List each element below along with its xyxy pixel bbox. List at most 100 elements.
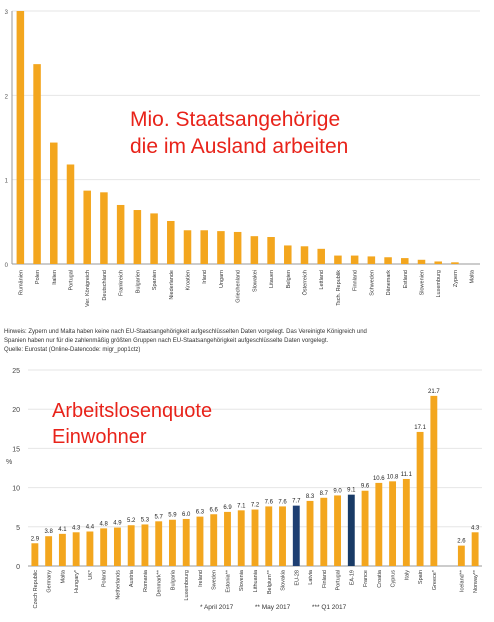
bottom-annotation-line1: Arbeitslosenquote [52,400,213,422]
x-tick-label: Bulgaria [170,569,176,590]
x-tick-label: Ver. Königreich [85,270,91,307]
source-note: Hinweis: Zypern und Malta haben keine na… [4,328,492,355]
x-tick-label: Finland [322,570,328,588]
footnote-april: * April 2017 [200,604,234,611]
data-label: 4.9 [113,521,122,527]
bar [45,536,53,566]
x-tick-label: Romania [143,569,149,592]
x-tick-label: Belgium** [267,569,273,594]
footnote-may: ** May 2017 [254,604,291,611]
data-label: 11.1 [401,472,413,478]
x-tick-label: Rumänien [18,270,24,295]
x-tick-label: Malta [60,569,66,583]
data-label: 7.7 [292,499,301,505]
footnotes: * April 2017 ** May 2017 *** Q1 2017 [200,604,346,611]
footnote-q1: *** Q1 2017 [311,604,347,611]
data-label: 9.1 [347,488,356,494]
x-tick-label: Netherlands [115,570,121,600]
bar [367,256,376,264]
x-tick-label: France [363,570,369,587]
bar [430,395,438,566]
bar [210,514,218,566]
data-label: 21.7 [428,389,440,395]
data-label: 9.6 [361,484,370,490]
bar [457,545,465,566]
x-tick-label: Hungary* [74,569,80,593]
bar [251,509,259,566]
x-tick-label: Slowenien [420,270,426,295]
x-tick-label: Kroatien [186,270,192,291]
x-tick-label: Schweden [369,270,375,296]
data-label: 7.1 [237,503,246,509]
data-label: 6.3 [196,510,205,516]
top-chart-annotation: Mio. Staatsangehörige die im Ausland arb… [130,106,348,160]
x-tick-label: Slowakei [252,270,258,292]
bar [361,490,369,566]
bar [300,246,309,264]
data-label: 5.9 [168,513,177,519]
bar [402,478,410,566]
x-tick-label: Ireland [198,570,204,587]
x-tick-label: Finnland [353,270,359,291]
x-tick-label: Slovenia [239,569,245,591]
data-label: 4.3 [72,525,81,531]
bar [113,527,121,566]
bottom-chart-annotation: Arbeitslosenquote Einwohner [52,398,212,450]
x-tick-label: Spanien [152,270,158,290]
bar [150,213,158,264]
data-label: 4.4 [86,525,95,531]
x-tick-label: Czech Republic [33,570,39,609]
x-tick-label: Zypern [453,270,459,287]
x-tick-label: EA-19 [349,570,355,585]
data-label: 5.2 [127,518,136,524]
bar [196,516,204,566]
bar [100,528,108,566]
data-label: 7.6 [278,499,287,505]
bar [233,231,242,264]
bar [33,64,41,264]
bar [127,525,135,566]
bar [237,510,245,566]
unemployment-rate-bar-chart: 0 5 10 15 20 25% 2.9 Czech Republic 3.8 Germany 4.… [6,368,482,609]
data-label: 5.7 [155,514,164,520]
x-tick-label: Frankreich [119,270,125,296]
x-tick-label: Estland [403,270,409,288]
bar [265,506,273,566]
bar [167,220,175,264]
x-tick-label: Austria [129,569,135,587]
x-tick-label: Malta [470,269,476,283]
x-tick-label: Poland [102,570,108,587]
bottom-annotation-line2: Einwohner [52,426,147,448]
note-line-2: Spanien haben nur für die zahlenmäßig gr… [4,338,329,344]
bar [224,511,231,566]
data-label: 8.7 [320,491,329,497]
y-tick-label: 3 [5,10,9,16]
x-tick-label: Sweden [212,570,218,590]
bar [155,521,163,566]
bar [16,11,25,264]
y-tick-label: 5 [16,525,20,532]
x-tick-label: Griechenland [236,270,242,303]
x-tick-label: Greece* [432,569,438,590]
bar [169,519,176,566]
bar [350,255,359,264]
bar [384,257,392,264]
y-tick-label: 20 [12,407,20,414]
bar [50,142,58,264]
x-tick-label: Portugal [69,270,75,291]
bar [417,259,426,264]
x-tick-label: EU-28 [294,570,300,586]
bar [320,497,328,566]
data-label: 6.9 [223,505,232,511]
x-tick-label: Österreich [302,270,309,295]
x-tick-label: Polen [35,270,41,284]
x-tick-label: Deutschland [102,270,108,301]
x-tick-label: Ungarn [219,270,225,288]
x-tick-label: Estonia** [225,569,231,592]
y-tick-label: 2 [5,94,9,100]
y-tick-label: 1 [5,179,9,185]
data-label: 6.6 [210,507,219,513]
y-tick-label: 15 [12,446,20,453]
data-label: 4.3 [471,525,480,531]
